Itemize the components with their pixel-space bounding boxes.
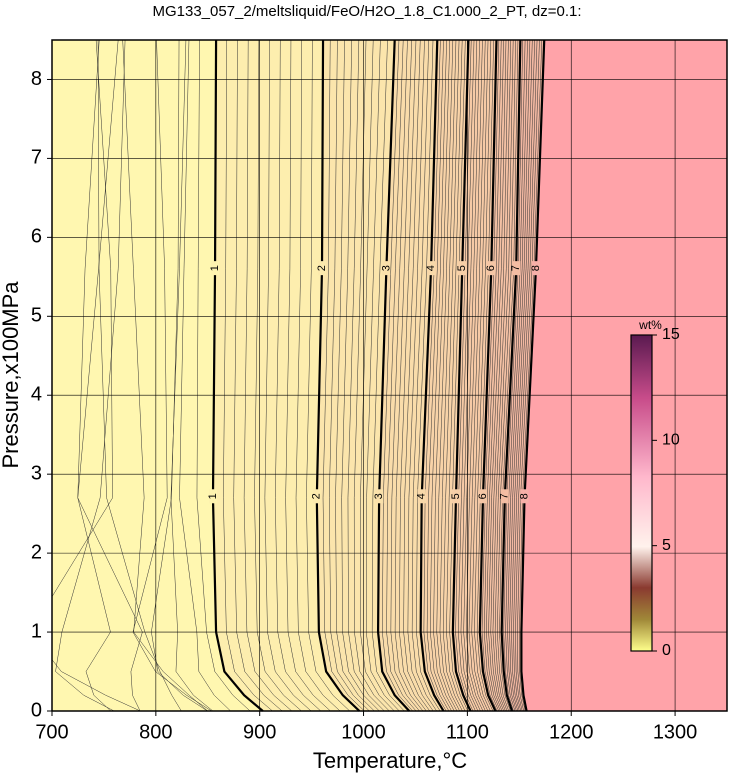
contour-label-bg — [417, 489, 426, 504]
x-tick-label: 800 — [139, 721, 172, 743]
x-tick-label: 1100 — [446, 721, 489, 743]
y-tick-label: 2 — [31, 541, 42, 563]
y-axis-label: Pressure,x100MPa — [0, 281, 23, 469]
contour-label: 4 — [416, 493, 428, 499]
contour-label: 5 — [456, 265, 468, 271]
contour-label: 5 — [450, 493, 462, 499]
colorbar-tick-label: 10 — [662, 432, 680, 449]
colorbar-tick-label: 5 — [662, 537, 671, 554]
x-tick-label: 700 — [35, 721, 68, 743]
contour-label: 3 — [373, 493, 385, 499]
y-tick-label: 1 — [31, 620, 42, 642]
colorbar-tick-label: 15 — [662, 326, 680, 343]
y-tick-label: 6 — [31, 226, 42, 248]
contour-label-bg — [208, 489, 217, 504]
contour-label: 4 — [425, 265, 437, 271]
chart-title: MG133_057_2/meltsliquid/FeO/H2O_1.8_C1.0… — [152, 3, 581, 20]
y-tick-label: 4 — [31, 384, 42, 406]
contour-label-bg — [318, 261, 327, 276]
contour-label: 8 — [518, 493, 530, 499]
y-tick-label: 3 — [31, 462, 42, 484]
x-tick-label: 900 — [243, 721, 276, 743]
contour-label: 7 — [499, 493, 511, 499]
contour-label-bg — [512, 261, 521, 276]
contour-label: 3 — [380, 265, 392, 271]
contour-label-bg — [382, 261, 391, 276]
contour-label-bg — [520, 489, 529, 504]
contour-label: 7 — [510, 265, 522, 271]
y-tick-label: 5 — [31, 305, 42, 327]
contour-label: 6 — [477, 493, 489, 499]
contour-label-bg — [312, 489, 321, 504]
contour-label: 1 — [207, 493, 219, 499]
x-tick-label: 1300 — [653, 721, 698, 743]
colorbar-label: wt% — [638, 318, 662, 332]
contour-label-bg — [531, 261, 540, 276]
y-tick-label: 8 — [31, 68, 42, 90]
plot-frame — [51, 39, 728, 712]
contour-band — [521, 40, 727, 711]
y-tick-label: 0 — [31, 699, 42, 721]
contour-label-bg — [487, 261, 496, 276]
contour-label-bg — [452, 489, 461, 504]
contour-label: 2 — [311, 493, 323, 499]
x-tick-label: 1200 — [549, 721, 594, 743]
contour-label: 6 — [485, 265, 497, 271]
x-tick-label: 1000 — [341, 721, 386, 743]
contour-label: 2 — [316, 265, 328, 271]
contour-label-bg — [427, 261, 436, 276]
colorbar — [630, 334, 653, 652]
y-tick-label: 7 — [31, 147, 42, 169]
contour-label: 1 — [209, 265, 221, 271]
contour-label-bg — [458, 261, 467, 276]
contour-label-bg — [375, 489, 384, 504]
contour-label-bg — [479, 489, 488, 504]
minor-contour — [52, 40, 141, 711]
x-axis-label: Temperature,°C — [313, 748, 467, 773]
contour-label-bg — [211, 261, 220, 276]
colorbar-tick-label: 0 — [662, 642, 671, 659]
contour-label-bg — [500, 489, 509, 504]
contour-label: 8 — [530, 265, 542, 271]
